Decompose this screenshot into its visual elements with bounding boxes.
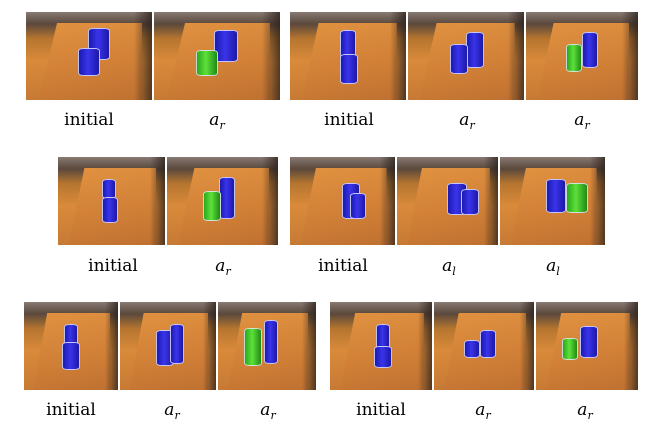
panel-caption: ar [260,400,276,422]
panel-caption: ar [577,400,593,422]
blue-cup [102,179,116,199]
blue-cup [78,48,100,76]
panel-caption: al [546,256,560,278]
photo-panel [24,302,118,390]
photo-panel [290,12,406,100]
panel-caption: initial [88,256,138,276]
photo-panel [218,302,316,390]
blue-cup [582,32,598,68]
photo-panel [167,157,278,245]
photo-panel [120,302,216,390]
panel-caption: ar [475,400,491,422]
panel-caption: ar [574,110,590,132]
photo-panel [500,157,605,245]
blue-cup [102,197,118,223]
green-cup [562,338,578,360]
panel-caption: ar [164,400,180,422]
green-cup [196,50,218,76]
blue-cup [546,179,566,213]
panel-caption: ar [459,110,475,132]
photo-panel [154,12,280,100]
panel-caption: ar [215,256,231,278]
photo-panel [26,12,152,100]
green-cup [566,183,588,213]
blue-cup [374,346,392,368]
blue-cup [580,326,598,358]
blue-cup [464,340,480,358]
photo-panel [536,302,638,390]
panel-caption: initial [356,400,406,420]
blue-cup [461,189,479,215]
blue-cup [214,30,238,62]
photo-panel [434,302,534,390]
panel-caption: initial [324,110,374,130]
photo-panel [290,157,395,245]
panel-caption: al [442,256,456,278]
panel-caption: initial [46,400,96,420]
photo-panel [397,157,498,245]
blue-cup [450,44,468,74]
photo-panel [526,12,638,100]
blue-cup [62,342,80,370]
blue-cup [170,324,184,364]
panel-caption: initial [64,110,114,130]
green-cup [203,191,221,221]
green-cup [566,44,582,72]
panel-caption: initial [318,256,368,276]
green-cup [244,328,262,366]
blue-cup [219,177,235,219]
photo-panel [58,157,165,245]
blue-cup [264,320,278,364]
blue-cup [350,193,366,219]
blue-cup [480,330,496,358]
photo-panel [408,12,524,100]
panel-caption: ar [209,110,225,132]
photo-panel [330,302,432,390]
blue-cup [466,32,484,68]
blue-cup [340,54,358,84]
